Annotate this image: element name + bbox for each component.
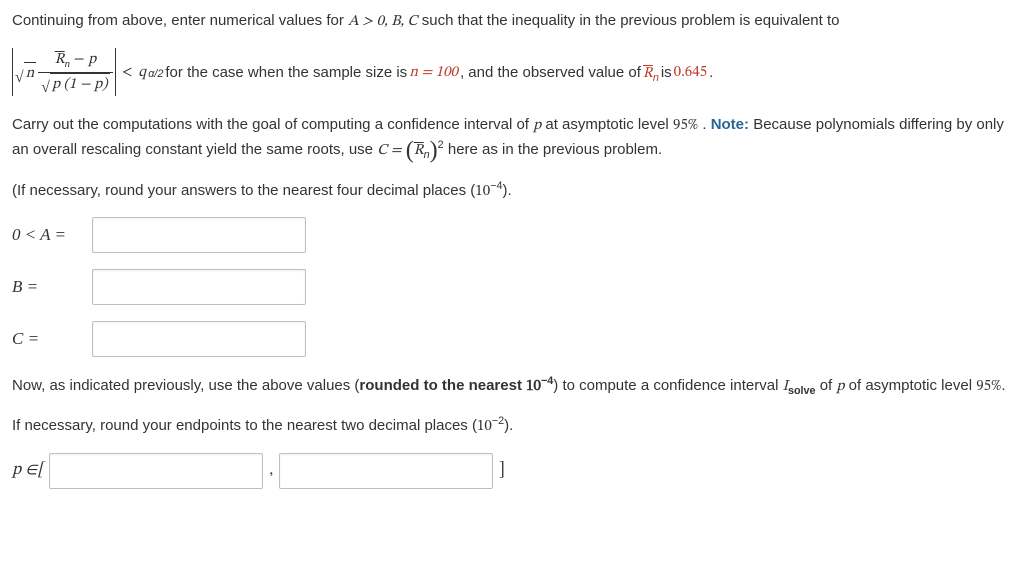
rbar: R xyxy=(55,52,65,67)
inequality-formula: √n Rn − p √p (1 − p) < qα/2 for the case… xyxy=(12,48,1007,100)
p-in-bracket: p ∈[ xyxy=(12,458,43,484)
abs-close xyxy=(115,48,116,96)
input-B[interactable] xyxy=(92,269,306,305)
note-paragraph: Carry out the computations with the goal… xyxy=(12,114,1007,164)
lt-sign: < xyxy=(122,62,133,85)
intro-vars: A > 0, B, C xyxy=(348,14,418,29)
q-var: q xyxy=(138,62,146,85)
rounding-note-2dp: If necessary, round your endpoints to th… xyxy=(12,413,1007,439)
interval-row: p ∈[ , ] xyxy=(12,453,1007,489)
intro-tail: such that the inequality in the previous… xyxy=(422,12,840,29)
sqrt-n: √n xyxy=(15,62,36,86)
rn-value: 0.645 xyxy=(674,62,707,85)
label-C: C = xyxy=(12,326,82,352)
abs-open xyxy=(12,48,13,96)
note-label: Note: xyxy=(711,116,749,133)
rounding-note-4dp: (If necessary, round your answers to the… xyxy=(12,178,1007,204)
label-B: B = xyxy=(12,274,82,300)
row-A: 0 < A = xyxy=(12,217,1007,253)
interval-instruction: Now, as indicated previously, use the ab… xyxy=(12,373,1007,399)
main-fraction: Rn − p √p (1 − p) xyxy=(38,48,112,100)
formula-mid2: , and the observed value of xyxy=(460,62,641,85)
row-C: C = xyxy=(12,321,1007,357)
formula-mid3: is xyxy=(661,62,672,85)
formula-period: . xyxy=(709,62,713,85)
interval-close: ] xyxy=(499,458,505,484)
interval-comma: , xyxy=(269,460,273,483)
intro-paragraph: Continuing from above, enter numerical v… xyxy=(12,10,1007,34)
input-interval-hi[interactable] xyxy=(279,453,493,489)
input-interval-lo[interactable] xyxy=(49,453,263,489)
formula-mid1: for the case when the sample size is xyxy=(165,62,407,85)
intro-lead: Continuing from above, enter numerical v… xyxy=(12,12,348,29)
rbar-2: R xyxy=(643,66,653,81)
input-C[interactable] xyxy=(92,321,306,357)
input-A[interactable] xyxy=(92,217,306,253)
n-equals: n = 100 xyxy=(409,62,458,85)
label-A: 0 < A = xyxy=(12,222,82,248)
row-B: B = xyxy=(12,269,1007,305)
